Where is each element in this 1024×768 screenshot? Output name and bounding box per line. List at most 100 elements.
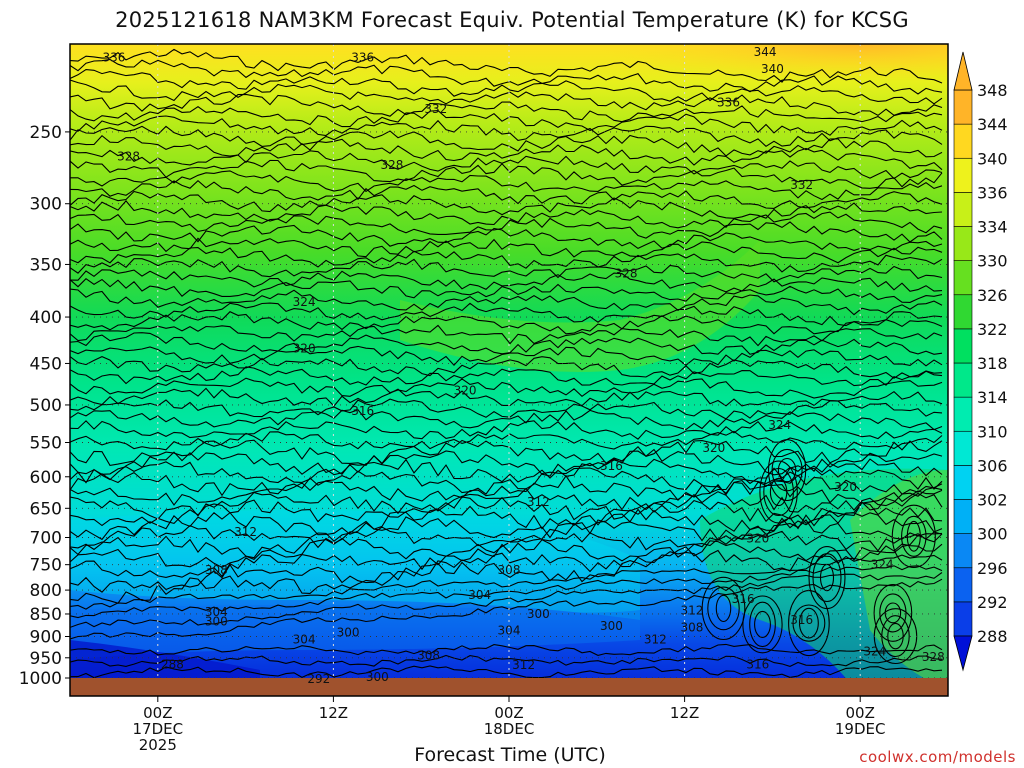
contour-line: [70, 420, 943, 440]
y-tick-label: 850: [30, 605, 62, 625]
contour-label: 308: [498, 563, 521, 577]
contour-line: [70, 93, 943, 123]
x-tick-label: 19DEC: [835, 720, 886, 738]
contour-label: 316: [790, 613, 813, 627]
colorbar-segment: [953, 294, 973, 330]
contour-label: 316: [600, 459, 623, 473]
contour-line: [70, 48, 943, 84]
contour-line: [70, 530, 943, 578]
contour-cell: [754, 610, 771, 638]
plot-area: 336 336 344 340 332 336 328 328 332 328 324 320 320 3…: [70, 44, 948, 696]
colorbar-tick-label: 306: [977, 456, 1008, 475]
x-tick-label: 17DEC: [133, 720, 184, 738]
contour-line: [70, 269, 943, 293]
contour-labels: 336 336 344 340 332 336 328 328 332 328 324 320 320 3…: [102, 45, 944, 686]
x-tick-label: 12Z: [670, 704, 699, 722]
colorbar-segment: [953, 123, 973, 159]
contour-cell: [906, 520, 921, 552]
colorbar-tick-label: 336: [977, 183, 1008, 202]
contour-cell: [715, 594, 732, 623]
deep-blue-corner: [70, 640, 260, 678]
contour-label: 300: [600, 619, 623, 633]
colorbar-tick-label: 296: [977, 559, 1008, 578]
x-tick-label: 00Z: [846, 704, 875, 722]
colorbar-tick-label: 302: [977, 491, 1008, 510]
contour-label: 316: [351, 404, 374, 418]
colorbar-segment: [953, 396, 973, 432]
contour-label: 300: [527, 607, 550, 621]
contour-label: 304: [293, 633, 316, 647]
colorbar-segment: [953, 601, 973, 637]
colorbar-tick-label: 326: [977, 286, 1008, 305]
contour-label: 312: [680, 604, 703, 618]
contour-line: [70, 565, 943, 619]
contour-label: 336: [717, 95, 740, 109]
colorbar-segment: [953, 465, 973, 500]
contour-line: [70, 492, 943, 541]
contour-label: 332: [424, 102, 447, 116]
y-tick-label: 900: [30, 627, 62, 647]
colorbar-tick-label: 292: [977, 593, 1008, 612]
colorbar-segment: [953, 362, 973, 398]
contour-line: [70, 200, 943, 234]
contour-line: [70, 190, 943, 219]
gridlines: [70, 44, 948, 679]
contour-cell: [777, 457, 797, 483]
contour-label: 328: [615, 266, 638, 280]
colorbar-tick-label: 330: [977, 252, 1008, 271]
contour-line: [70, 398, 943, 420]
colorbar-segment: [953, 499, 973, 534]
colorbar-tick-label: 334: [977, 218, 1008, 237]
x-tick-label: 00Z: [143, 704, 172, 722]
colorbar-segment: [953, 192, 973, 227]
contour-label: 308: [205, 563, 228, 577]
contour-line: [70, 79, 943, 117]
contour-line: [70, 409, 943, 431]
contour-line: [70, 643, 943, 656]
colorbar-tick-label: 288: [977, 627, 1008, 646]
y-tick-label: 250: [30, 123, 62, 143]
contour-cell: [749, 601, 776, 648]
contour-label: 344: [754, 45, 777, 59]
contour-label: 308: [417, 649, 440, 663]
contour-cell: [901, 515, 927, 557]
contour-line: [70, 125, 943, 158]
y-tick-label: 800: [30, 581, 62, 601]
contour-line: [70, 69, 943, 105]
contour-cell: [742, 595, 783, 654]
contour-label: 288: [161, 657, 184, 671]
colorbar: 288 292 296 300 302 306 310 314 318 322 326 330 334 3…: [953, 51, 1008, 672]
contour-cell: [884, 602, 902, 624]
contour-line: [70, 458, 943, 485]
contour-line: [70, 439, 943, 467]
contour-label: 312: [234, 525, 257, 539]
colorbar-tick-label: 300: [977, 525, 1008, 544]
contour-line: [70, 502, 943, 551]
chart-title: 2025121618 NAM3KM Forecast Equiv. Potent…: [115, 8, 909, 32]
contour-line: [70, 355, 943, 379]
y-tick-label: 650: [30, 499, 62, 519]
contour-cell: [891, 504, 936, 568]
colorbar-tick-label: 322: [977, 320, 1008, 339]
contour-label: 336: [102, 51, 125, 65]
contour-line: [70, 665, 943, 679]
contour-line: [70, 377, 943, 399]
contour-line: [70, 387, 943, 407]
colorbar-segment: [953, 89, 973, 125]
contour-cell: [701, 576, 746, 641]
colorbar-segment: [953, 533, 973, 569]
y-tick-label: 450: [30, 354, 62, 374]
contour-line: [70, 366, 943, 387]
contour-label: 312: [527, 495, 550, 509]
contour-line: [70, 170, 943, 201]
colorbar-segment: [953, 157, 973, 193]
contour-label: 336: [351, 51, 374, 65]
x-tick-label: 18DEC: [484, 720, 535, 738]
contour-line: [70, 519, 943, 569]
contour-cell: [879, 593, 907, 633]
y-tick-label: 700: [30, 528, 62, 548]
contour-line: [70, 311, 943, 335]
x-tick-label: 12Z: [319, 704, 348, 722]
contour-label: 320: [293, 341, 316, 355]
